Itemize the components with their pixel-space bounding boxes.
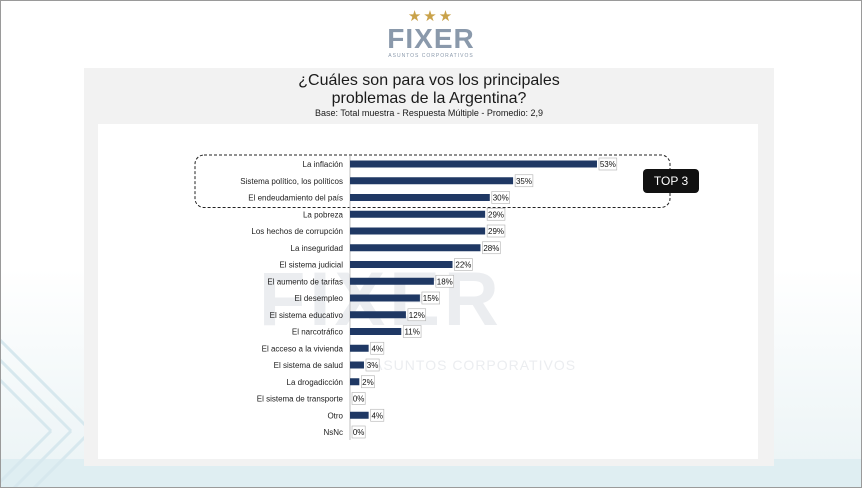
category-label: La inseguridad [291, 244, 343, 253]
watermark-tagline: ASUNTOS CORPORATIVOS [373, 357, 577, 373]
data-label: 29% [488, 210, 504, 219]
data-label: 0% [353, 428, 365, 437]
brand-logo: ★★★ FIXER ASUNTOS CORPORATIVOS [379, 9, 483, 65]
data-label-box [361, 375, 375, 389]
category-label: El sistema de salud [274, 361, 343, 370]
data-label-box [402, 325, 422, 338]
data-label: 2% [362, 378, 374, 387]
bar [350, 328, 402, 335]
category-label: El desempleo [295, 294, 344, 303]
data-label-box [486, 207, 506, 221]
bar [350, 244, 481, 252]
category-label: La inflación [303, 160, 343, 169]
category-label: El acceso a la vivienda [262, 344, 344, 353]
bar [350, 210, 486, 218]
bar [350, 344, 369, 352]
bar [350, 277, 434, 285]
category-label: El narcotráfico [292, 328, 344, 337]
data-label: 15% [423, 294, 439, 303]
data-label-box [598, 157, 618, 171]
data-label-box [407, 308, 427, 322]
category-label: El sistema de transporte [257, 395, 344, 404]
bar [350, 261, 453, 268]
decorative-lines [1, 338, 93, 487]
category-label: El aumento de tarifas [267, 277, 343, 286]
data-label: 35% [516, 177, 532, 186]
data-label: 3% [367, 361, 379, 370]
data-label-box [486, 224, 506, 238]
bar [350, 227, 486, 235]
data-label-box [351, 425, 366, 439]
data-label-box [514, 174, 534, 188]
category-label: La drogadicción [287, 378, 343, 387]
bar [350, 294, 420, 302]
chart-title-line1: ¿Cuáles son para vos los principales [298, 72, 560, 89]
data-label: 30% [493, 194, 509, 203]
category-label: Los hechos de corrupción [251, 227, 343, 236]
data-label: 11% [404, 328, 419, 337]
data-label-box [454, 258, 473, 271]
category-label: Otro [327, 411, 343, 420]
data-label: 22% [455, 261, 471, 270]
category-label: La pobreza [303, 210, 344, 219]
data-label-box [365, 358, 380, 372]
data-label: 53% [600, 160, 616, 169]
bar [350, 160, 597, 168]
category-label: El endeudamiento del país [248, 194, 343, 203]
data-label-box [435, 274, 454, 288]
data-label: 0% [353, 395, 365, 404]
chart-title: ¿Cuáles son para vos los principales pro… [84, 72, 774, 108]
bar [350, 177, 514, 185]
category-label: El sistema judicial [279, 261, 343, 270]
chart-subtitle: Base: Total muestra - Respuesta Múltiple… [315, 108, 543, 118]
data-label-box [370, 341, 385, 355]
logo-stars: ★★★ [407, 8, 455, 25]
bar [350, 194, 490, 201]
data-label: 29% [488, 227, 504, 236]
data-label-box [421, 291, 440, 305]
data-label-box [482, 241, 501, 255]
logo-wordmark: FIXER [387, 23, 475, 54]
logo-tagline: ASUNTOS CORPORATIVOS [388, 53, 474, 59]
bar [350, 361, 364, 369]
category-label: El sistema educativo [270, 311, 344, 320]
data-label: 12% [409, 311, 425, 320]
data-label: 28% [483, 244, 499, 253]
chart-title-line2: problemas de la Argentina? [331, 90, 527, 107]
bar [350, 378, 360, 386]
data-label-box [491, 191, 510, 204]
category-label: NsNc [323, 428, 343, 437]
bar [350, 311, 406, 319]
data-label: 4% [371, 344, 383, 353]
data-label: 18% [437, 277, 453, 286]
top3-badge: TOP 3 [643, 169, 699, 193]
data-label-box [370, 408, 385, 422]
top3-highlight-box [194, 154, 671, 208]
bar [350, 411, 369, 419]
data-label-box [351, 392, 366, 405]
category-label: Sistema político, los políticos [240, 177, 343, 186]
data-label: 4% [371, 411, 383, 420]
